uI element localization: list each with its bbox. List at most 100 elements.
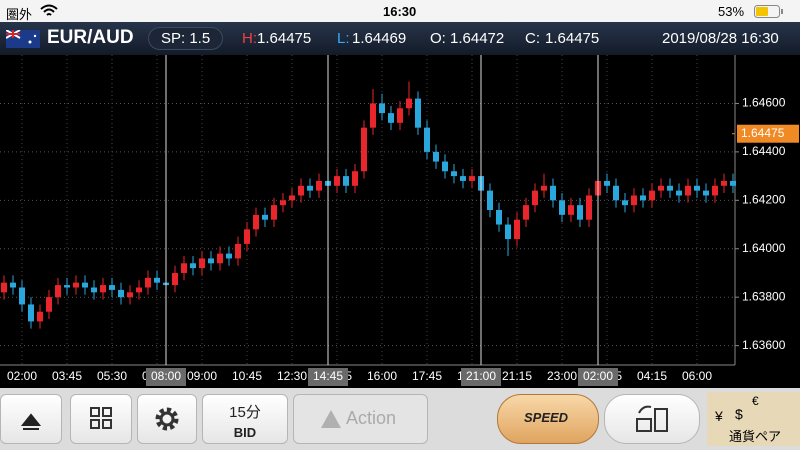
candle-body [91, 287, 97, 293]
action-button[interactable]: Action [293, 394, 428, 444]
battery-level: 53% [718, 4, 745, 19]
candle-body [631, 195, 637, 206]
session-label: 21:00 [466, 369, 496, 383]
candle-body [217, 253, 223, 264]
current-price-box [737, 124, 799, 143]
candle-body [721, 180, 727, 186]
spread: SP: 1.5 [148, 27, 224, 50]
candle-body [640, 195, 646, 201]
currency-symbol: € [752, 394, 759, 408]
candle-body [514, 219, 520, 240]
candle-body [145, 277, 151, 288]
currency-pair-label: 通貨ペア [729, 429, 782, 444]
toolbar: 15分 BID Action SPEED € $ ¥ 通貨ペア [0, 388, 800, 450]
close-value: 1.64475 [545, 30, 600, 47]
candle-body [73, 282, 79, 288]
y-tick-label: 1.64400 [742, 144, 786, 158]
session-label: 14:45 [313, 369, 343, 383]
high-label: H: [242, 30, 257, 47]
candle-body [604, 180, 610, 186]
currency-pair-button[interactable]: € $ ¥ 通貨ペア [707, 392, 800, 446]
candle-body [451, 171, 457, 177]
candle-body [622, 200, 628, 206]
collapse-button[interactable] [0, 394, 62, 444]
candle-body [496, 210, 502, 225]
candle-body [469, 176, 475, 181]
action-label: Action [346, 408, 397, 428]
session-label-box [146, 368, 186, 386]
candle-body [208, 258, 214, 264]
session-label-box [308, 368, 348, 386]
header: EUR/AUD SP: 1.5 H: 1.64475 L: 1.64469 O:… [0, 22, 800, 55]
y-tick-label: 1.63800 [742, 289, 786, 303]
candle-body [361, 127, 367, 172]
candle-body [289, 195, 295, 201]
candle-body [253, 214, 259, 230]
price-type: BID [233, 425, 257, 440]
candle-body [55, 285, 61, 298]
y-tick-label: 1.64000 [742, 241, 786, 255]
candle-body [298, 185, 304, 196]
datetime: 2019/08/28 16:30 [662, 30, 779, 47]
session-label-box [461, 368, 501, 386]
candle-body [343, 176, 349, 186]
x-tick-label: 12:30 [277, 369, 307, 383]
symbol[interactable]: EUR/AUD [47, 27, 134, 48]
currency-symbol: $ [735, 406, 743, 422]
x-tick-label: 02:00 [7, 369, 37, 383]
candle-body [280, 200, 286, 206]
open-label: O: [430, 30, 446, 47]
layout-button[interactable] [70, 394, 132, 444]
x-tick-label: 10:45 [232, 369, 262, 383]
candle-body [676, 190, 682, 196]
candle-body [388, 113, 394, 123]
gear-icon [155, 407, 179, 431]
candle-body [487, 190, 493, 210]
candle-body [649, 190, 655, 201]
session-label: 08:00 [151, 369, 181, 383]
wifi-icon [40, 4, 58, 16]
candle-body [703, 190, 709, 196]
candle-body [577, 205, 583, 220]
current-price-label: 1.64475 [741, 126, 785, 140]
candle-body [181, 263, 187, 273]
grid-icon [90, 407, 112, 429]
candle-body [136, 287, 142, 293]
candle-body [190, 263, 196, 269]
candle-body [235, 243, 241, 259]
interval: 15分 [229, 404, 261, 421]
candle-body [46, 297, 52, 312]
x-tick-label: 21:15 [502, 369, 532, 383]
speed-button[interactable]: SPEED [497, 394, 599, 444]
low-label: L: [337, 30, 350, 47]
candle-body [271, 205, 277, 220]
low-value: 1.64469 [352, 30, 407, 47]
candle-body [352, 171, 358, 186]
candle-body [415, 98, 421, 128]
rotate-button[interactable] [604, 394, 700, 444]
candle-body [442, 161, 448, 172]
candle-body [379, 103, 385, 114]
chart: 1.63600 1.63800 1.64000 1.64200 1.64400 1.646… [0, 55, 800, 388]
candle-body [658, 185, 664, 191]
clock: 16:30 [383, 4, 417, 19]
candle-body [172, 272, 178, 286]
x-tick-label: 17:45 [412, 369, 442, 383]
x-tick-label: 04:15 [637, 369, 667, 383]
plot-background [0, 55, 735, 365]
battery-icon [754, 5, 783, 18]
candle-body [28, 304, 34, 322]
currency-symbol: ¥ [715, 408, 723, 424]
candle-body [712, 185, 718, 196]
candle-body [199, 258, 205, 269]
interval-button[interactable]: 15分 BID [202, 394, 288, 444]
speed-label: SPEED [524, 410, 569, 425]
candle-body [424, 127, 430, 152]
candle-body [37, 311, 43, 322]
x-tick-label: 05:30 [97, 369, 127, 383]
candle-body [541, 185, 547, 191]
candle-body [154, 277, 160, 283]
x-tick-label: 06:00 [682, 369, 712, 383]
settings-button[interactable] [137, 394, 197, 444]
